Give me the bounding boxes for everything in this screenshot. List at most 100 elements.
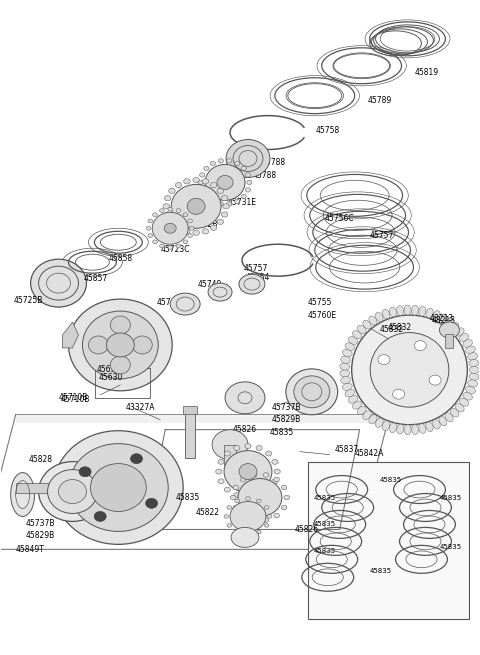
Text: 45737B: 45737B <box>272 403 301 412</box>
Ellipse shape <box>238 479 282 516</box>
Ellipse shape <box>168 188 175 193</box>
Ellipse shape <box>251 473 257 477</box>
Text: 45835: 45835 <box>314 521 336 527</box>
Ellipse shape <box>210 183 217 188</box>
Text: 45758: 45758 <box>316 126 340 135</box>
Ellipse shape <box>88 336 108 354</box>
Ellipse shape <box>165 212 171 217</box>
Ellipse shape <box>83 311 158 379</box>
Ellipse shape <box>342 349 352 357</box>
Ellipse shape <box>239 274 265 294</box>
Polygon shape <box>16 415 390 422</box>
Ellipse shape <box>439 314 447 324</box>
Ellipse shape <box>358 325 366 333</box>
Ellipse shape <box>38 462 107 521</box>
Ellipse shape <box>171 185 221 229</box>
Text: 45819: 45819 <box>415 68 439 77</box>
Text: 45835: 45835 <box>270 428 294 437</box>
Ellipse shape <box>170 293 200 315</box>
Ellipse shape <box>146 227 151 230</box>
Ellipse shape <box>231 527 259 548</box>
Ellipse shape <box>230 502 266 531</box>
Ellipse shape <box>463 392 472 400</box>
Ellipse shape <box>256 445 262 451</box>
Ellipse shape <box>48 470 97 514</box>
Ellipse shape <box>168 219 175 225</box>
Ellipse shape <box>132 336 152 354</box>
Ellipse shape <box>175 183 182 188</box>
Text: 45710B: 45710B <box>59 393 88 402</box>
Text: 45832: 45832 <box>387 324 412 333</box>
Ellipse shape <box>469 360 479 367</box>
Text: 45756C: 45756C <box>325 214 354 223</box>
Ellipse shape <box>221 212 228 217</box>
Ellipse shape <box>432 310 440 320</box>
Ellipse shape <box>245 173 251 177</box>
Ellipse shape <box>450 323 459 331</box>
Ellipse shape <box>217 219 224 225</box>
Ellipse shape <box>224 451 230 456</box>
Ellipse shape <box>272 459 278 464</box>
Text: 45837: 45837 <box>335 445 359 454</box>
Polygon shape <box>62 322 78 348</box>
Text: 45829B: 45829B <box>25 531 55 540</box>
Ellipse shape <box>256 493 262 498</box>
Ellipse shape <box>233 485 239 490</box>
Ellipse shape <box>216 469 222 474</box>
Ellipse shape <box>352 401 361 409</box>
Ellipse shape <box>382 421 390 430</box>
Ellipse shape <box>168 246 172 250</box>
Ellipse shape <box>445 413 453 422</box>
Ellipse shape <box>264 506 269 510</box>
Ellipse shape <box>208 283 232 301</box>
Ellipse shape <box>256 530 261 534</box>
Ellipse shape <box>342 383 352 390</box>
Ellipse shape <box>369 415 377 424</box>
Ellipse shape <box>193 178 199 183</box>
Ellipse shape <box>176 244 181 248</box>
Ellipse shape <box>363 320 371 329</box>
Ellipse shape <box>426 422 433 432</box>
Text: 45835: 45835 <box>175 493 199 502</box>
Ellipse shape <box>69 299 172 391</box>
Ellipse shape <box>341 377 350 384</box>
Ellipse shape <box>163 204 169 209</box>
Ellipse shape <box>190 227 194 230</box>
Ellipse shape <box>227 523 232 527</box>
Ellipse shape <box>459 398 468 406</box>
Text: 45835: 45835 <box>314 548 336 554</box>
Text: 43327A: 43327A <box>125 403 155 412</box>
Text: 45788: 45788 <box>262 158 286 167</box>
Ellipse shape <box>94 512 106 521</box>
Ellipse shape <box>110 356 130 374</box>
Ellipse shape <box>176 209 181 212</box>
Ellipse shape <box>227 202 232 206</box>
Ellipse shape <box>286 369 338 415</box>
Ellipse shape <box>274 514 279 518</box>
Text: 45835: 45835 <box>314 495 336 500</box>
Ellipse shape <box>200 188 205 192</box>
Ellipse shape <box>363 411 371 419</box>
Ellipse shape <box>210 225 217 231</box>
Ellipse shape <box>184 229 190 234</box>
Ellipse shape <box>202 229 209 234</box>
Ellipse shape <box>221 196 228 201</box>
FancyBboxPatch shape <box>308 462 469 619</box>
Text: 45754: 45754 <box>246 272 270 282</box>
Text: 45760E: 45760E <box>308 310 337 320</box>
Ellipse shape <box>455 403 464 412</box>
Ellipse shape <box>397 424 404 434</box>
Ellipse shape <box>345 390 355 397</box>
Ellipse shape <box>378 354 390 365</box>
Ellipse shape <box>340 370 350 377</box>
Ellipse shape <box>263 473 269 477</box>
Ellipse shape <box>348 396 358 403</box>
Ellipse shape <box>218 479 224 484</box>
Ellipse shape <box>246 533 250 536</box>
Ellipse shape <box>224 487 230 492</box>
Ellipse shape <box>389 307 396 317</box>
Ellipse shape <box>263 517 269 522</box>
Bar <box>16 483 71 493</box>
Ellipse shape <box>202 179 209 184</box>
Ellipse shape <box>90 464 146 512</box>
